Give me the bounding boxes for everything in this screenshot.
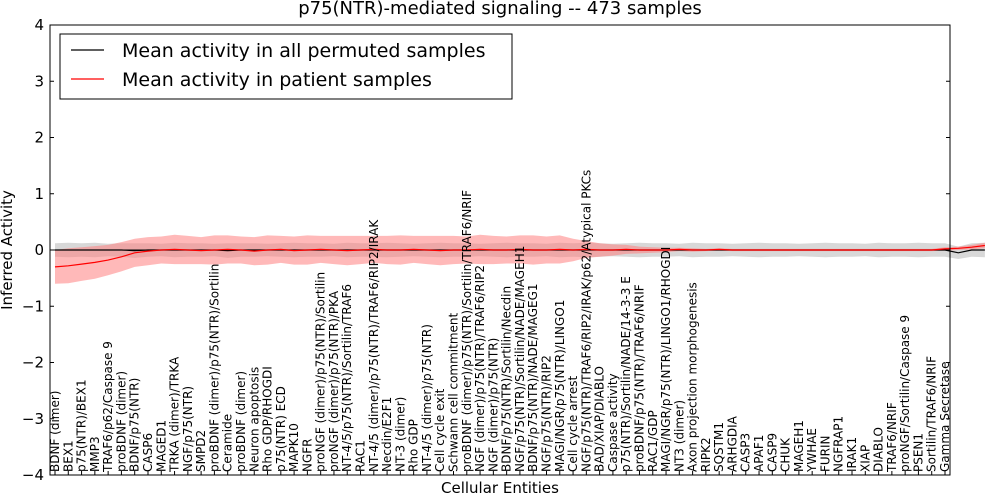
x-category-label: NGFR — [300, 438, 314, 472]
y-tick-label: −2 — [22, 354, 44, 372]
x-category-label: SQSTM1 — [712, 422, 726, 472]
y-tick-label: −1 — [22, 297, 44, 315]
x-category-label: NT-4/5 (dimer)/p75(NTR)/TRAF6/RIP2/IRAK — [367, 219, 381, 472]
line-patient — [54, 244, 985, 268]
x-category-label: PSEN1 — [911, 433, 925, 472]
x-category-label: proBDNF (dimer) — [114, 371, 128, 472]
x-category-label: p75(NTR)/Sortilin/NADE/14-3-3 E — [619, 276, 633, 472]
x-axis-category-labels: BDNF (dimer) BEX1 p75(NTR)/BEX1 MMP3 TRAF6/p… — [48, 170, 952, 475]
x-category-label: NGF/p75(NTR)/RIP2 — [540, 355, 554, 472]
x-category-label: proBDNF/p75(NTR)/TRAF6/NRIF — [633, 284, 647, 472]
x-category-label: APAF1 — [752, 435, 766, 472]
x-category-label: NGF (dimer)/p75(NTR)/TRAF6/RIP2 — [473, 265, 487, 472]
x-category-label: Schwann cell commitment — [447, 312, 461, 472]
x-category-label: MAPK10 — [287, 423, 301, 472]
x-category-label: CASP6 — [141, 433, 155, 472]
y-tick-label: 2 — [34, 129, 44, 147]
x-category-label: BDNF/p75(NTR)/Sortilin/Necdin — [500, 286, 514, 472]
y-tick-label: −4 — [22, 466, 44, 484]
y-tick-label: 1 — [34, 185, 44, 203]
x-category-label: Sortilin/TRAF6/NRIF — [925, 356, 939, 472]
legend-box — [59, 33, 513, 100]
x-category-label: TRAF6/p62/Caspase 9 — [101, 341, 115, 473]
x-category-label: RAC1 — [354, 440, 368, 472]
x-category-label: XIAP — [858, 445, 872, 472]
x-category-label: Necdin/E2F1 — [380, 397, 394, 472]
x-category-label: TRKA (dimer)/TRKA — [168, 356, 182, 473]
x-category-label: BDNF (dimer) — [48, 391, 62, 473]
x-category-label: Cell cycle arrest — [566, 376, 580, 472]
x-category-label: MAGI/NGR/p75(NTR)/LINGO1 — [553, 300, 567, 472]
x-category-label: NGFRAP1 — [832, 416, 846, 472]
legend-label-permuted: Mean activity in all permuted samples — [122, 40, 485, 62]
x-category-label: MMP3 — [88, 436, 102, 472]
x-category-label: Caspase activity — [606, 373, 620, 472]
legend-label-patient: Mean activity in patient samples — [122, 69, 432, 91]
x-category-label: FURIN — [818, 435, 832, 472]
y-tick-label: 4 — [34, 16, 44, 34]
x-category-label: MAGED1 — [154, 420, 168, 472]
x-category-label: MAGI/NGR/p75(NTR)/LINGO1/RHOGDI — [659, 247, 673, 472]
x-category-label: proNGF/Sortilin/Caspase 9 — [898, 315, 912, 472]
x-category-label: ARHGDIA — [726, 415, 740, 472]
x-category-label: BDNF/p75(NTR) — [128, 378, 142, 472]
x-category-label: IRAK1 — [845, 437, 859, 472]
legend: Mean activity in all permuted samples Me… — [59, 33, 513, 100]
x-category-label: RIPK2 — [699, 437, 713, 472]
x-category-label: proNGF (dimer)/p75(NTR)/PKA — [327, 290, 341, 472]
x-category-label: Rho GDP/RHOGDI — [261, 366, 275, 472]
x-category-label: Neuron apoptosis — [247, 367, 261, 472]
x-category-label: NGF/p75(NTR) — [181, 386, 195, 472]
x-category-label: proBDNF (dimer)/p75(NTR)/Sortilin/TRAF6/… — [460, 190, 474, 472]
x-category-label: NT-4/5/p75(NTR)/Sortilin/TRAF6 — [340, 284, 354, 472]
x-category-label: NT-4/5 (dimer)/p75(NTR) — [420, 324, 434, 472]
x-category-label: NGF (dimer)/p75(NTR) — [486, 338, 500, 472]
x-category-label: proBDNF (dimer)/p75(NTR)/Sortilin — [207, 264, 221, 472]
x-category-label: MAGEH1 — [792, 420, 806, 472]
x-axis-label: Cellular Entities — [441, 479, 559, 497]
x-category-label: CASP3 — [739, 433, 753, 472]
x-category-label: NT3 (dimer) — [672, 400, 686, 472]
x-category-label: proBDNF (dimer) — [234, 371, 248, 472]
x-category-label: Ceramide — [221, 414, 235, 472]
x-category-label: p75(NTR) ECD — [274, 386, 288, 472]
x-category-label: Axon projection morphogenesis — [686, 282, 700, 472]
x-category-label: p75(NTR)/BEX1 — [75, 379, 89, 472]
y-tick-label: 3 — [34, 72, 44, 90]
x-category-label: NGF/p75(NTR)/Sortilin/NADE/MAGEH1 — [513, 246, 527, 472]
x-category-label: proNGF (dimer)/p75(NTR)/Sortilin — [314, 272, 328, 472]
y-tick-label: 0 — [34, 241, 44, 259]
x-category-label: YWHAE — [805, 428, 819, 473]
x-category-label: BDNF/p75(NTR)/NADE/MAGEG1 — [526, 283, 540, 472]
series-lines — [54, 244, 985, 268]
x-category-label: Gamma Secretase — [938, 361, 952, 472]
y-axis-label: Inferred Activity — [0, 190, 16, 310]
y-axis: −4 −3 −2 −1 0 1 2 3 4 — [22, 16, 950, 484]
confidence-bands — [55, 234, 985, 284]
x-category-label: BEX1 — [61, 440, 75, 472]
x-category-label: RAC1/GDP — [646, 410, 660, 472]
x-category-label: CHUK — [779, 437, 793, 472]
x-category-label: CASP9 — [765, 433, 779, 472]
x-category-label: NGF/p75(NTR)/TRAF6/RIP2/IRAK/p62/Atypica… — [579, 170, 593, 472]
x-category-label: BAD/XIAP/DIABLO — [593, 366, 607, 472]
x-category-label: Rho GDP — [407, 419, 421, 472]
x-category-label: TRAF6/NRIF — [885, 402, 899, 473]
x-category-label: DIABLO — [872, 427, 886, 472]
chart-title: p75(NTR)-mediated signaling -- 473 sampl… — [298, 0, 702, 19]
x-category-label: Cell cycle exit — [433, 388, 447, 472]
x-category-label: SMPD2 — [194, 430, 208, 472]
x-category-label: NT-3 (dimer) — [393, 397, 407, 472]
band-patient — [55, 234, 985, 284]
y-tick-label: −3 — [22, 410, 44, 428]
